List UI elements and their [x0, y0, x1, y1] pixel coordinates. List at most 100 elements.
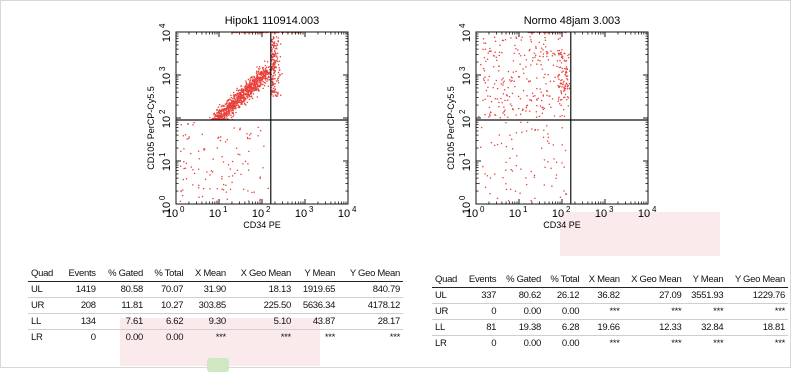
event-point	[275, 95, 278, 98]
event-point	[559, 196, 562, 198]
event-point	[240, 91, 242, 94]
event-point	[492, 86, 494, 89]
event-point	[192, 168, 194, 171]
event-point	[560, 91, 563, 94]
event-point	[231, 175, 234, 177]
event-point	[240, 85, 243, 87]
table-row: UR 0 0.00 0.00 *** *** *** ***	[432, 303, 788, 320]
event-point	[223, 111, 226, 114]
x-tick-label: 10	[638, 208, 650, 220]
event-point	[568, 70, 571, 72]
event-point	[565, 70, 567, 73]
column-header: Y Mean	[692, 274, 724, 285]
x-tick-exponent: 3	[609, 205, 614, 214]
event-point	[511, 148, 514, 150]
event-point	[206, 171, 208, 173]
event-point	[556, 65, 558, 68]
x-tick-exponent: 2	[566, 205, 571, 214]
event-point	[526, 78, 528, 80]
y-tick-label: 10	[161, 73, 173, 85]
event-point	[544, 39, 547, 42]
event-point	[519, 98, 522, 100]
event-point	[248, 150, 250, 153]
table-cell: ***	[609, 306, 620, 317]
table-cell: 208	[80, 300, 96, 311]
table-cell: ***	[215, 332, 227, 343]
table-cell: 303.85	[198, 300, 227, 311]
event-point	[241, 96, 244, 99]
event-point	[256, 75, 258, 77]
table-cell: UL	[435, 290, 447, 301]
event-point	[503, 106, 505, 108]
event-point	[249, 78, 251, 80]
event-point	[197, 150, 200, 152]
event-point	[212, 197, 214, 200]
table-cell: ***	[280, 332, 292, 343]
event-point	[224, 116, 226, 119]
event-point	[565, 193, 567, 196]
event-point	[222, 115, 225, 117]
event-point	[238, 95, 241, 98]
y-tick-label-group: 102	[158, 109, 173, 128]
event-point	[480, 63, 482, 66]
event-point	[238, 91, 241, 94]
event-point	[192, 184, 194, 186]
event-point	[240, 89, 243, 92]
event-point	[246, 88, 249, 91]
event-point	[225, 110, 227, 112]
event-point	[264, 69, 266, 72]
event-point	[502, 77, 504, 80]
event-point	[258, 68, 261, 70]
event-point	[258, 90, 260, 92]
event-point	[502, 82, 504, 84]
event-point	[276, 43, 278, 45]
y-axis-label: CD105 PerCP-Cy5.5	[446, 86, 456, 170]
event-point	[258, 81, 260, 84]
event-point	[182, 134, 185, 137]
event-point	[557, 100, 560, 103]
event-point	[478, 182, 480, 185]
event-point	[483, 57, 486, 59]
event-point	[266, 61, 269, 63]
event-point	[561, 144, 563, 146]
event-point	[542, 106, 544, 108]
event-point	[259, 129, 262, 132]
event-point	[267, 79, 269, 81]
event-point	[489, 47, 491, 50]
event-point	[281, 72, 283, 75]
event-point	[223, 118, 226, 120]
event-point	[222, 183, 225, 186]
x-tick-label: 10	[295, 208, 307, 220]
event-point	[193, 121, 195, 124]
event-point	[209, 174, 211, 176]
event-point	[262, 166, 264, 169]
page-badge	[207, 358, 229, 372]
event-point	[275, 47, 278, 49]
event-point	[544, 73, 546, 75]
event-point	[547, 52, 549, 54]
event-point	[482, 48, 484, 51]
plot-title: Normo 48jam 3.003	[524, 15, 621, 27]
table-cell: 225.50	[263, 300, 292, 311]
event-point	[273, 72, 275, 74]
event-point	[501, 39, 504, 41]
event-point	[515, 36, 517, 38]
event-point	[560, 53, 563, 56]
event-point	[240, 173, 242, 176]
event-point	[226, 198, 229, 200]
event-point	[272, 95, 275, 97]
event-point	[529, 80, 532, 82]
event-point	[266, 70, 269, 73]
event-point	[262, 73, 265, 75]
table-row: UR 208 11.81 10.27 303.85 225.50 5636.34 4178.1…	[28, 297, 403, 314]
event-point	[180, 190, 182, 192]
y-axis-label: CD105 PerCP-Cy5.5	[146, 86, 156, 170]
table-cell: 134	[80, 316, 96, 327]
event-point	[226, 105, 229, 108]
event-point	[530, 64, 532, 66]
event-point	[563, 166, 565, 168]
event-point	[511, 170, 514, 172]
event-point	[503, 110, 505, 113]
event-point	[190, 166, 193, 168]
event-point	[274, 94, 277, 96]
